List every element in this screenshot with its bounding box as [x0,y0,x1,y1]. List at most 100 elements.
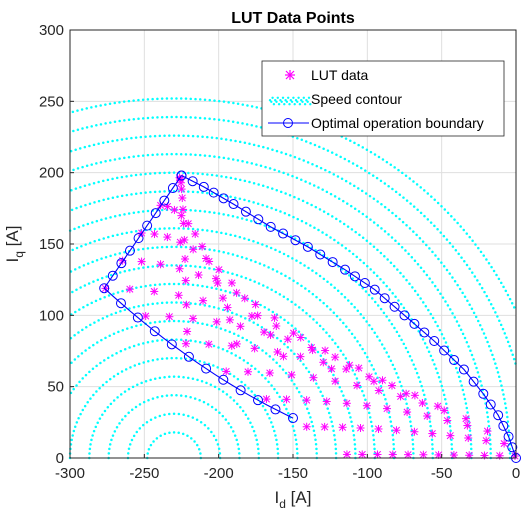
contour-dot [213,99,216,102]
contour-dot [373,447,376,451]
contour-dot [229,176,233,180]
contour-dot [138,403,142,406]
contour-dot [160,97,164,100]
contour-dot [137,98,140,102]
contour-dot [167,412,171,416]
contour-dot [111,434,115,437]
contour-dot [92,393,95,397]
contour-dot [279,210,282,213]
contour-dot [210,324,214,328]
contour-dot [214,408,218,411]
contour-dot [348,411,351,415]
contour-dot [121,328,125,332]
contour-dot [128,443,132,446]
contour-dot [351,429,355,433]
contour-dot [376,248,379,252]
contour-dot [217,250,221,253]
contour-dot [234,177,237,181]
contour-dot [75,246,79,250]
contour-dot [303,264,306,267]
contour-dot [112,375,116,378]
contour-dot [213,249,216,252]
contour-dot [300,394,303,398]
legend-marker-contour [268,96,312,106]
contour-dot [355,255,359,259]
contour-dot [196,321,200,325]
contour-dot [408,282,411,285]
contour-dot [348,274,351,277]
contour-dot [512,357,516,361]
contour-dot [149,418,153,421]
contour-dot [241,103,245,106]
contour-dot [201,191,204,194]
contour-dot [115,426,119,429]
contour-dot [155,437,159,440]
contour-dot [215,287,218,291]
contour-dot [402,342,406,346]
contour-dot [390,236,394,239]
contour-dot [123,348,127,351]
contour-dot [127,411,130,415]
lut-point [483,427,492,436]
contour-dot [172,319,176,323]
contour-dot [231,253,235,256]
contour-dot [451,245,455,248]
contour-dot [139,323,143,327]
contour-dot [429,221,433,224]
contour-dot [191,377,195,380]
contour-dot [423,214,426,218]
contour-dot [91,434,94,437]
contour-dot [134,173,138,177]
contour-dot [243,237,246,240]
contour-dot [436,288,440,292]
contour-dot [330,151,334,154]
contour-dot [144,379,148,383]
contour-dot [453,279,457,283]
contour-dot [326,212,330,216]
contour-dot [156,97,159,101]
boundary-marker [176,170,187,181]
contour-dot [137,267,140,270]
contour-dot [374,372,377,375]
contour-dot [257,370,260,374]
lut-point [446,431,455,440]
contour-dot [82,224,85,227]
lut-point [462,414,471,423]
contour-dot [495,366,498,370]
contour-dot [72,168,75,172]
contour-dot [123,213,126,216]
contour-dot [217,346,220,349]
contour-dot [359,166,363,170]
contour-dot [182,375,185,379]
contour-dot [397,168,400,172]
contour-dot [465,406,469,410]
contour-dot [379,385,383,388]
contour-dot [248,319,251,322]
contour-dot [78,266,81,269]
contour-dot [333,434,336,437]
contour-dot [168,282,171,286]
contour-dot [369,242,372,245]
contour-dot [468,267,471,271]
contour-dot [130,230,133,234]
contour-dot [305,366,308,370]
contour-dot [196,135,200,138]
contour-dot [208,210,211,214]
contour-dot [464,402,468,405]
contour-dot [330,420,333,424]
contour-dot [80,108,84,111]
contour-dot [489,443,492,446]
contour-dot [78,380,81,384]
contour-dot [107,452,111,455]
contour-dot [137,304,140,308]
contour-dot [104,217,108,220]
contour-dot [329,283,333,286]
contour-dot [440,384,444,388]
contour-dot [400,245,404,249]
contour-dot [131,385,135,389]
contour-dot [168,134,171,137]
contour-dot [127,99,131,103]
contour-dot [72,129,75,133]
contour-dot [83,145,87,149]
